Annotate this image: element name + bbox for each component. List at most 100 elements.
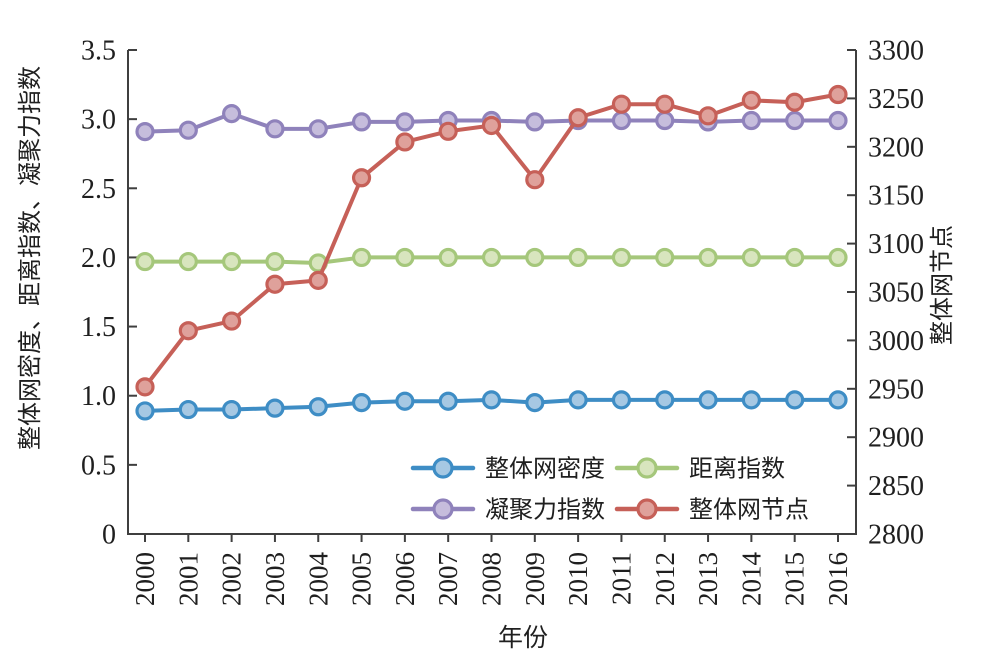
data-point-marker [178, 120, 198, 140]
data-point-marker [135, 377, 155, 397]
data-point-marker [611, 247, 632, 268]
x-axis-tick-label: 2012 [650, 552, 680, 606]
data-point-marker [698, 106, 718, 126]
x-axis-tick-label: 2005 [347, 552, 377, 606]
data-point-marker [308, 270, 328, 290]
data-point-marker [308, 397, 328, 417]
legend-label: 凝聚力指数 [485, 497, 605, 524]
data-point-marker [351, 393, 372, 413]
legend-label: 整体网密度 [485, 456, 605, 483]
data-point-marker [525, 393, 545, 413]
data-point-marker [828, 110, 848, 131]
right-axis-tick-label: 2800 [868, 520, 924, 551]
legend-item-1: 距离指数 [614, 456, 785, 483]
legend-marker [432, 457, 454, 479]
data-point-marker [265, 119, 285, 139]
data-point-marker [222, 399, 242, 420]
data-point-marker [351, 112, 372, 132]
data-point-marker [785, 110, 805, 131]
data-point-marker [351, 168, 372, 188]
legend-marker [432, 498, 454, 520]
x-axis-tick-label: 2009 [520, 552, 550, 606]
right-axis-tick-label: 3300 [868, 36, 924, 67]
data-point-marker [741, 90, 761, 110]
x-axis-tick-label: 2008 [477, 552, 507, 606]
data-point-marker [395, 112, 415, 132]
left-axis-tick-label: 0.5 [81, 450, 116, 481]
data-point-marker [785, 390, 805, 410]
x-axis-tick-label: 2004 [303, 552, 333, 607]
x-axis-tick-label: 2015 [780, 552, 810, 606]
right-axis-tick-label: 3050 [868, 278, 924, 309]
x-axis-tick-label: 2014 [736, 552, 766, 607]
series-line-3 [143, 92, 840, 389]
data-point-marker [655, 110, 675, 131]
data-point-marker [611, 390, 632, 410]
data-point-marker [135, 251, 155, 272]
data-point-marker [222, 251, 242, 272]
data-point-marker [395, 132, 415, 152]
data-point-marker [395, 391, 415, 411]
x-axis-tick-label: 2011 [606, 552, 636, 605]
left-axis-tick-label: 3.0 [81, 105, 116, 136]
data-point-marker [481, 115, 502, 136]
right-axis-tick-label: 3250 [868, 84, 924, 115]
x-axis-tick-label: 2007 [433, 552, 463, 606]
legend-marker [636, 498, 658, 520]
data-point-marker [395, 247, 415, 268]
data-point-marker [698, 390, 718, 410]
data-point-marker [655, 390, 675, 410]
data-point-marker [178, 321, 198, 341]
x-axis-title: 年份 [498, 624, 548, 652]
data-point-marker [698, 247, 718, 268]
legend-item-0: 整体网密度 [410, 456, 605, 483]
data-point-marker [308, 119, 328, 139]
legend-marker [636, 457, 658, 479]
data-point-marker [741, 390, 761, 410]
data-point-marker [222, 311, 242, 331]
data-point-marker [568, 108, 588, 128]
right-axis-tick-label: 3200 [868, 132, 924, 163]
data-point-marker [741, 247, 761, 268]
right-axis-tick-label: 3100 [868, 229, 924, 260]
data-point-marker [568, 390, 588, 410]
data-point-marker [655, 94, 675, 114]
right-axis-tick-label: 2850 [868, 471, 924, 502]
data-point-marker [438, 247, 458, 268]
data-point-marker [135, 121, 155, 142]
right-axis-tick-label: 2900 [868, 423, 924, 454]
data-point-marker [525, 247, 545, 268]
data-point-marker [438, 391, 458, 411]
legend-label: 整体网节点 [689, 497, 809, 524]
x-axis-tick-label: 2013 [693, 552, 723, 606]
left-y-axis-title: 整体网密度、距离指数、凝聚力指数 [17, 66, 44, 450]
data-point-marker [611, 94, 632, 114]
data-point-marker [611, 110, 632, 131]
left-axis-tick-label: 2.0 [81, 243, 116, 274]
left-axis-tick-label: 1.5 [81, 312, 116, 343]
legend-item-2: 凝聚力指数 [410, 497, 605, 524]
data-point-marker [481, 390, 502, 410]
left-axis-tick-label: 1.0 [81, 381, 116, 412]
data-point-marker [828, 390, 848, 410]
x-axis-tick-label: 2000 [130, 552, 160, 606]
data-point-marker [828, 247, 848, 268]
data-point-marker [178, 399, 198, 420]
left-axis-tick-label: 0 [102, 520, 116, 551]
data-point-marker [525, 170, 545, 190]
data-point-marker [438, 121, 458, 141]
data-point-marker [222, 104, 242, 124]
right-axis-tick-label: 3150 [868, 181, 924, 212]
x-axis-tick-label: 2010 [563, 552, 593, 606]
data-point-marker [525, 112, 545, 132]
legend-label: 距离指数 [689, 456, 785, 483]
data-point-marker [135, 401, 155, 421]
data-point-marker [481, 247, 502, 268]
x-axis-tick-label: 2001 [173, 552, 203, 606]
x-axis-tick-label: 2002 [217, 552, 247, 606]
data-point-marker [828, 84, 848, 105]
left-axis-tick-label: 2.5 [81, 174, 116, 205]
x-axis-tick-label: 2003 [260, 552, 290, 606]
data-point-marker [741, 110, 761, 131]
